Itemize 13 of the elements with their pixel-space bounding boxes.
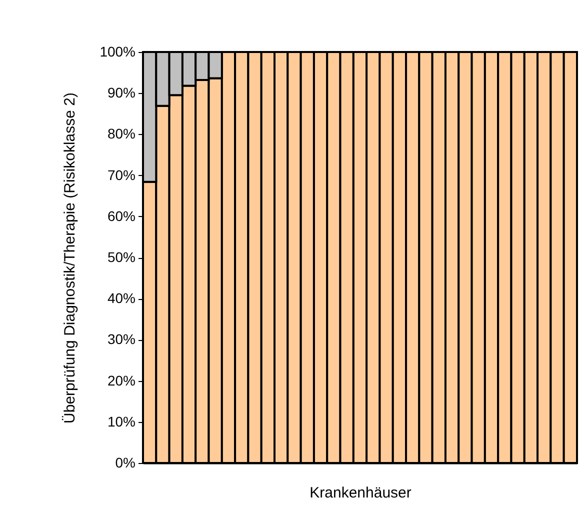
y-axis-title: Überprüfung Diagnostik/Therapie (Risikoklasse 2) bbox=[62, 92, 79, 424]
y-tick-label: 100% bbox=[100, 44, 136, 60]
y-tick-label: 20% bbox=[107, 372, 136, 388]
x-axis-title: Krankenhäuser bbox=[310, 484, 412, 502]
y-tick-label: 0% bbox=[115, 454, 136, 470]
y-tick-label: 10% bbox=[107, 413, 136, 430]
y-tick-label: 60% bbox=[107, 208, 136, 224]
y-tick-label: 70% bbox=[107, 166, 136, 183]
y-tick-label: 50% bbox=[107, 249, 136, 265]
y-tick-label: 80% bbox=[107, 126, 136, 142]
y-tick-label: 40% bbox=[107, 290, 136, 306]
y-tick-label: 30% bbox=[107, 331, 136, 348]
y-tick-label: 90% bbox=[107, 84, 136, 101]
